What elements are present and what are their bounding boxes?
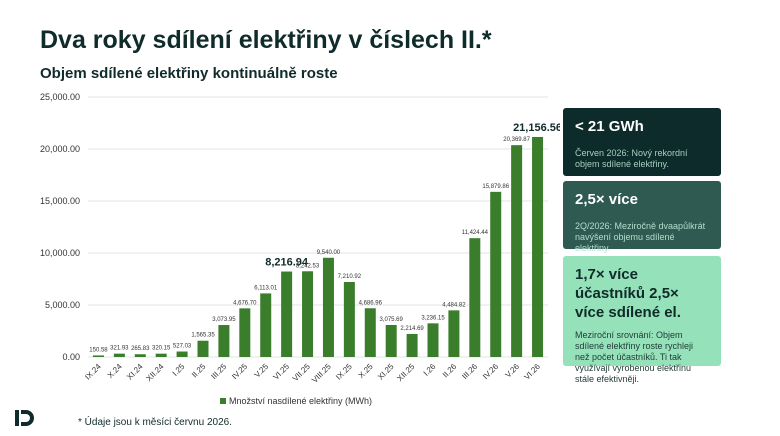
- bar: [532, 136, 544, 357]
- x-tick-label: I.26: [422, 362, 438, 378]
- x-tick-label: XII.24: [144, 362, 166, 384]
- bar: [176, 351, 188, 357]
- bar: [92, 355, 104, 357]
- data-label: 265.83: [131, 346, 150, 352]
- data-label: 4,676.70: [233, 300, 257, 306]
- y-tick-label: 15,000.00: [40, 196, 80, 206]
- bar: [490, 191, 502, 357]
- x-tick-label: V.25: [253, 362, 271, 380]
- data-label: 11,424.44: [462, 230, 489, 236]
- x-tick-label: VI.26: [522, 362, 542, 382]
- bar: [469, 238, 481, 357]
- stat-card-text: Meziroční srovnání: Objem sdílené elektř…: [575, 330, 694, 384]
- footnote: * Údaje jsou k měsíci červnu 2026.: [78, 417, 232, 428]
- data-label: 20,369.87: [503, 137, 530, 143]
- y-tick-label: 25,000.00: [40, 92, 80, 102]
- legend-swatch: [220, 398, 226, 404]
- bar: [343, 282, 355, 357]
- x-tick-label: III.26: [460, 362, 479, 381]
- data-label: 4,686.96: [359, 300, 383, 306]
- data-label: 1,565.35: [191, 333, 215, 339]
- bar: [322, 257, 334, 357]
- data-label: 3,075.69: [380, 317, 404, 323]
- x-tick-label: XII.25: [395, 362, 417, 384]
- data-label: 8,216.94: [265, 257, 309, 269]
- x-tick-label: X.25: [357, 362, 375, 380]
- data-label: 9,540.00: [317, 250, 341, 256]
- stat-card-headline: 1,7× více účastníků 2,5× více sdílené el…: [575, 266, 681, 321]
- page-subtitle: Objem sdílené elektřiny kontinuálně rost…: [40, 65, 338, 82]
- bar: [239, 308, 251, 357]
- y-tick-label: 20,000.00: [40, 144, 80, 154]
- y-tick-label: 10,000.00: [40, 248, 80, 258]
- data-label: 21,156.56: [513, 122, 560, 134]
- data-label: 321.93: [110, 346, 129, 352]
- x-tick-label: IV.25: [230, 362, 249, 381]
- x-tick-label: I.25: [171, 362, 187, 378]
- x-tick-label: II.25: [190, 362, 208, 380]
- data-label: 3,236.15: [421, 315, 445, 321]
- x-tick-label: XI.25: [376, 362, 396, 382]
- data-label: 320.15: [152, 346, 171, 352]
- data-label: 6,113.01: [254, 285, 278, 291]
- data-label: 7,210.92: [338, 274, 362, 280]
- x-tick-label: IX.24: [83, 362, 103, 382]
- stat-card-record: < 21 GWh Červen 2026: Nový rekordní obje…: [563, 108, 721, 176]
- bar: [302, 271, 314, 357]
- x-tick-label: IX.25: [334, 362, 354, 382]
- stat-card-headline: < 21 GWh: [575, 118, 644, 135]
- data-label: 8,242.53: [296, 263, 320, 269]
- bar: [385, 325, 397, 357]
- x-tick-label: II.26: [441, 362, 459, 380]
- bar: [134, 354, 146, 357]
- data-label: 2,214.69: [400, 326, 424, 332]
- bar: [364, 308, 376, 357]
- data-label: 15,879.86: [482, 184, 509, 190]
- x-tick-label: V.26: [504, 362, 522, 380]
- data-label: 3,073.95: [212, 317, 236, 323]
- y-tick-label: 5,000.00: [45, 300, 80, 310]
- bar: [448, 310, 460, 357]
- data-label: 527.03: [173, 344, 192, 350]
- stat-card-participants: 1,7× více účastníků 2,5× více sdílené el…: [563, 256, 721, 384]
- bar: [511, 145, 523, 357]
- x-tick-label: IV.26: [481, 362, 500, 381]
- x-tick-label: III.25: [209, 362, 228, 381]
- bar: [260, 293, 272, 357]
- y-tick-label: 0.00: [62, 352, 80, 362]
- data-label: 4,484.82: [442, 302, 466, 308]
- bar: [281, 271, 293, 357]
- x-tick-label: VI.25: [271, 362, 291, 382]
- stat-card-text: 2Q/2026: Meziročně dvaapůlkrát navýšení …: [575, 221, 706, 253]
- x-tick-label: XI.24: [125, 362, 145, 382]
- bar: [155, 353, 167, 357]
- bar: [427, 323, 439, 357]
- bar: [218, 325, 230, 357]
- data-label: 150.58: [89, 347, 108, 353]
- x-tick-label: X.24: [106, 362, 124, 380]
- page-title: Dva roky sdílení elektřiny v číslech II.…: [40, 26, 492, 54]
- bar: [197, 340, 209, 357]
- legend-label: Množství nasdílené elektřiny (MWh): [229, 396, 372, 406]
- stat-card-growth: 2,5× více 2Q/2026: Meziročně dvaapůlkrát…: [563, 181, 721, 253]
- x-tick-label: VIII.25: [310, 362, 333, 385]
- bar: [406, 333, 418, 357]
- stat-card-text: Červen 2026: Nový rekordní objem sdílené…: [575, 148, 688, 169]
- d-logo-icon: [15, 410, 34, 426]
- x-tick-label: VII.25: [291, 362, 313, 384]
- stat-card-headline: 2,5× více: [575, 191, 638, 208]
- bar-chart: 0.00 5,000.00 10,000.00 15,000.00 20,000.00 2…: [40, 92, 560, 406]
- bar: [113, 353, 125, 357]
